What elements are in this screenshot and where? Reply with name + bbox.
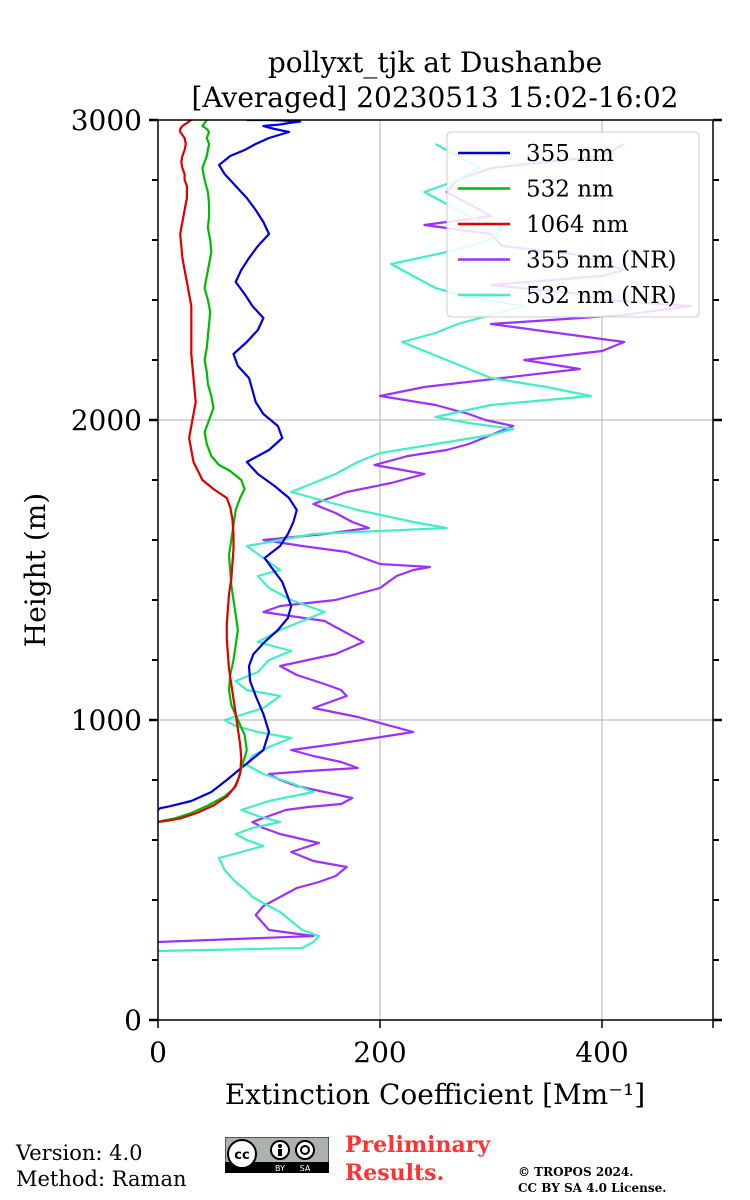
cc-label: cc — [234, 1148, 249, 1163]
copyright-line1: © TROPOS 2024. — [518, 1165, 634, 1179]
sa-icon — [295, 1140, 315, 1160]
legend-box — [446, 131, 700, 318]
series-line-1064-nm — [158, 120, 243, 824]
x-tick-label-1: 200 — [353, 1036, 406, 1069]
preliminary-results-line2: Results. — [345, 1160, 445, 1186]
series-line-355-nm — [158, 120, 302, 811]
x-axis-label: Extinction Coefficient [Mm⁻¹] — [225, 1078, 645, 1111]
x-tick-label-2: 400 — [575, 1036, 628, 1069]
y-tick-label-2: 2000 — [71, 404, 142, 437]
legend-label-1: 532 nm — [526, 177, 614, 203]
legend: 355 nm 532 nm 1064 nm 355 nm (NR) 532 nm (NR… — [446, 131, 700, 318]
y-tick-label-1: 1000 — [71, 704, 142, 737]
y-tick-label-3: 3000 — [71, 104, 142, 137]
legend-label-0: 355 nm — [526, 141, 614, 167]
y-axis-label: Height (m) — [19, 493, 52, 647]
x-tick-label-0: 0 — [149, 1036, 167, 1069]
legend-label-4: 532 nm (NR) — [526, 283, 677, 309]
license-line: CC BY SA 4.0 License. — [518, 1181, 667, 1195]
preliminary-results-line1: Preliminary — [345, 1132, 491, 1158]
version-text: Version: 4.0 — [16, 1141, 143, 1165]
legend-label-3: 355 nm (NR) — [526, 248, 677, 274]
chart-subtitle: [Averaged] 20230513 15:02-16:02 — [192, 81, 679, 114]
cc-icon — [227, 1139, 257, 1169]
method-text: Method: Raman — [16, 1167, 187, 1191]
plot-frame — [157, 119, 714, 1021]
axis-ticks: 0 200 400 0 1000 2000 3000 — [71, 104, 722, 1069]
y-tick-label-0: 0 — [124, 1004, 142, 1037]
legend-label-2: 1064 nm — [526, 212, 629, 238]
chart-title: pollyxt_tjk at Dushanbe — [268, 46, 602, 79]
cc-sa-label: SA — [300, 1164, 311, 1173]
cc-by-label: BY — [275, 1164, 285, 1173]
cc-by-sa-badge: cc BY SA — [225, 1137, 329, 1173]
